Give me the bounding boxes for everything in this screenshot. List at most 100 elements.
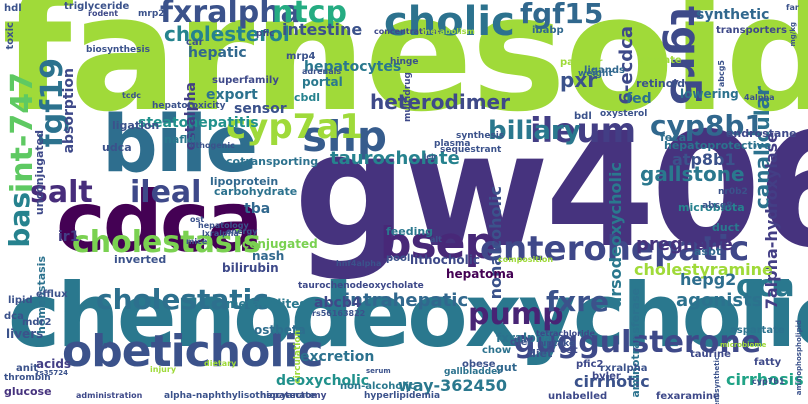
word-lxralpha: lxralpha [202, 229, 239, 238]
word-enterohepatic: enterohepatic [480, 229, 750, 269]
word-metabolites: metabolites [226, 297, 307, 311]
word-pregnane: pregnane [636, 234, 733, 255]
word-salt: salt [30, 175, 93, 210]
word-fxralpha2: fxralpha2 [496, 331, 561, 345]
word-fgf15: fgf15 [520, 0, 604, 30]
word-diet: diet [528, 347, 553, 360]
word-fgf: fgf [100, 341, 112, 349]
word-duct: duct [712, 221, 740, 234]
word-cirrhosis: cirrhosis [726, 370, 804, 389]
word-hepatotoxicity: hepatotoxicity [152, 101, 226, 111]
word-feeding: feeding [386, 225, 434, 238]
word-intrahepatic: intrahepatic [344, 290, 469, 311]
word-synthetic: synthetic [696, 7, 770, 23]
word-fxre: fxre [546, 285, 610, 318]
word-alt: alt [430, 235, 442, 244]
word-multidrug: multidrug [403, 72, 413, 122]
word-cyp7a1: cyp7a1 [226, 107, 363, 147]
word-asbt: asbt [694, 245, 722, 258]
word-ir1: ir1 [58, 229, 80, 245]
word-hepatocytes: hepatocytes [304, 59, 402, 75]
word-farnesoid: farnesoid [2, 0, 808, 147]
word-portal: portal [302, 75, 343, 89]
word-nr0b2: nr0b2 [718, 187, 748, 197]
word-biosynthesis: biosynthesis [86, 45, 150, 55]
word-conjugated: conjugated [242, 237, 318, 251]
word-weight: weight [578, 69, 613, 79]
word-serum: serum [366, 367, 391, 375]
word-bilirubin: bilirubin [222, 261, 279, 275]
word-cbdl: cbdl [294, 91, 321, 104]
word-pfic: pfic [256, 29, 275, 39]
word-leir: leir [424, 153, 437, 161]
word-hepatology: hepatology [198, 221, 249, 230]
word-export: export [206, 87, 258, 103]
word-ntcp: ntcp [272, 0, 347, 30]
word-chow: chow [482, 345, 512, 356]
word-cyp8b1: cyp8b1 [650, 109, 764, 142]
word-bdl: bdl [574, 111, 592, 122]
word-pool: pool [386, 253, 411, 264]
word-lipid: lipid [8, 295, 33, 306]
word-aminotransferase: aminotransferase [629, 288, 642, 398]
word-synthesis: synthesis [456, 131, 505, 141]
word-gw4064: gw4064 [294, 99, 808, 283]
word-triglyceride: triglyceride [64, 1, 130, 12]
word-chenodeoxycholic: chenodeoxycholic [8, 264, 808, 367]
word-shp: shp [302, 112, 387, 161]
word-mice: mice [186, 237, 208, 246]
word-fxralpha: fxralpha [160, 0, 301, 30]
word-4alpha: 4alpha [744, 93, 775, 102]
word-androstane: androstane [726, 127, 797, 140]
word-dietary: dietary [204, 359, 237, 368]
word-nash: nash [252, 249, 285, 263]
word-ileum: ileum [530, 111, 637, 151]
word-tba: tba [244, 201, 271, 217]
word-pfic2: pfic2 [576, 359, 604, 370]
word-uptake: uptake [540, 339, 576, 349]
word-mrp2: mrp2 [138, 9, 165, 19]
word-tgr5: tgr5 [661, 6, 710, 107]
word-mrp4: mrp4 [286, 51, 316, 62]
word-cholestasis: cholestasis [72, 225, 261, 260]
word-circulation: circulation [293, 330, 303, 384]
word-rs56163822: rs56163822 [312, 309, 366, 318]
word-rodent: rodent [88, 9, 119, 18]
word-guggulsterone: guggulsterone [514, 325, 762, 360]
word-ost: ost [560, 345, 578, 356]
word-pxr: pxr [560, 68, 598, 92]
word-microbiota: microbiota [678, 201, 745, 214]
word-ostbeta: ostbeta [254, 323, 306, 337]
word-cotransporting: cotransporting [226, 155, 319, 168]
word-rs35724: rs35724 [36, 369, 68, 377]
word-composition: composition [498, 255, 554, 264]
word-unlabelled: unlabelled [548, 391, 608, 402]
word-transporters: transporters [716, 25, 787, 36]
word-oca: oca [736, 269, 795, 304]
word-sensor: sensor [234, 101, 287, 117]
word-ligands: ligands [584, 65, 625, 76]
word-nonalcoholic: nonalcoholic [486, 186, 505, 300]
word-absorption: absorption [61, 68, 77, 154]
word-steatohepatitis: steatohepatitis [138, 115, 259, 131]
word-plasma: plasma [434, 139, 471, 149]
word-mg-kg: mg/kg [789, 22, 797, 47]
word-taurocholate: taurocholate [330, 148, 460, 169]
word-cdca: cdca [56, 173, 263, 271]
word-mdr2: mdr2 [22, 317, 52, 328]
word-taurochenodeoxycholate: taurochenodeoxycholate [298, 281, 424, 291]
word-intestine: intestine [282, 20, 363, 39]
word-cholestyramine: cholestyramine [634, 260, 773, 279]
word-bsep: bsep [380, 218, 496, 269]
word-metabolism: metabolism [422, 27, 475, 36]
word-aspartate: aspartate [730, 325, 785, 336]
word-gallstone: gallstone [640, 162, 745, 186]
word-livers: livers [6, 327, 44, 341]
word-gut: gut [496, 361, 517, 374]
word-ligation: ligation [112, 119, 160, 132]
word-non-alcoholic: non-alcoholic [340, 381, 416, 392]
word-atp8b1: atp8b1 [672, 150, 736, 169]
word-oxysterol: oxysterol [600, 109, 648, 119]
word-hnf4alpha: hnf4alpha [336, 259, 382, 268]
